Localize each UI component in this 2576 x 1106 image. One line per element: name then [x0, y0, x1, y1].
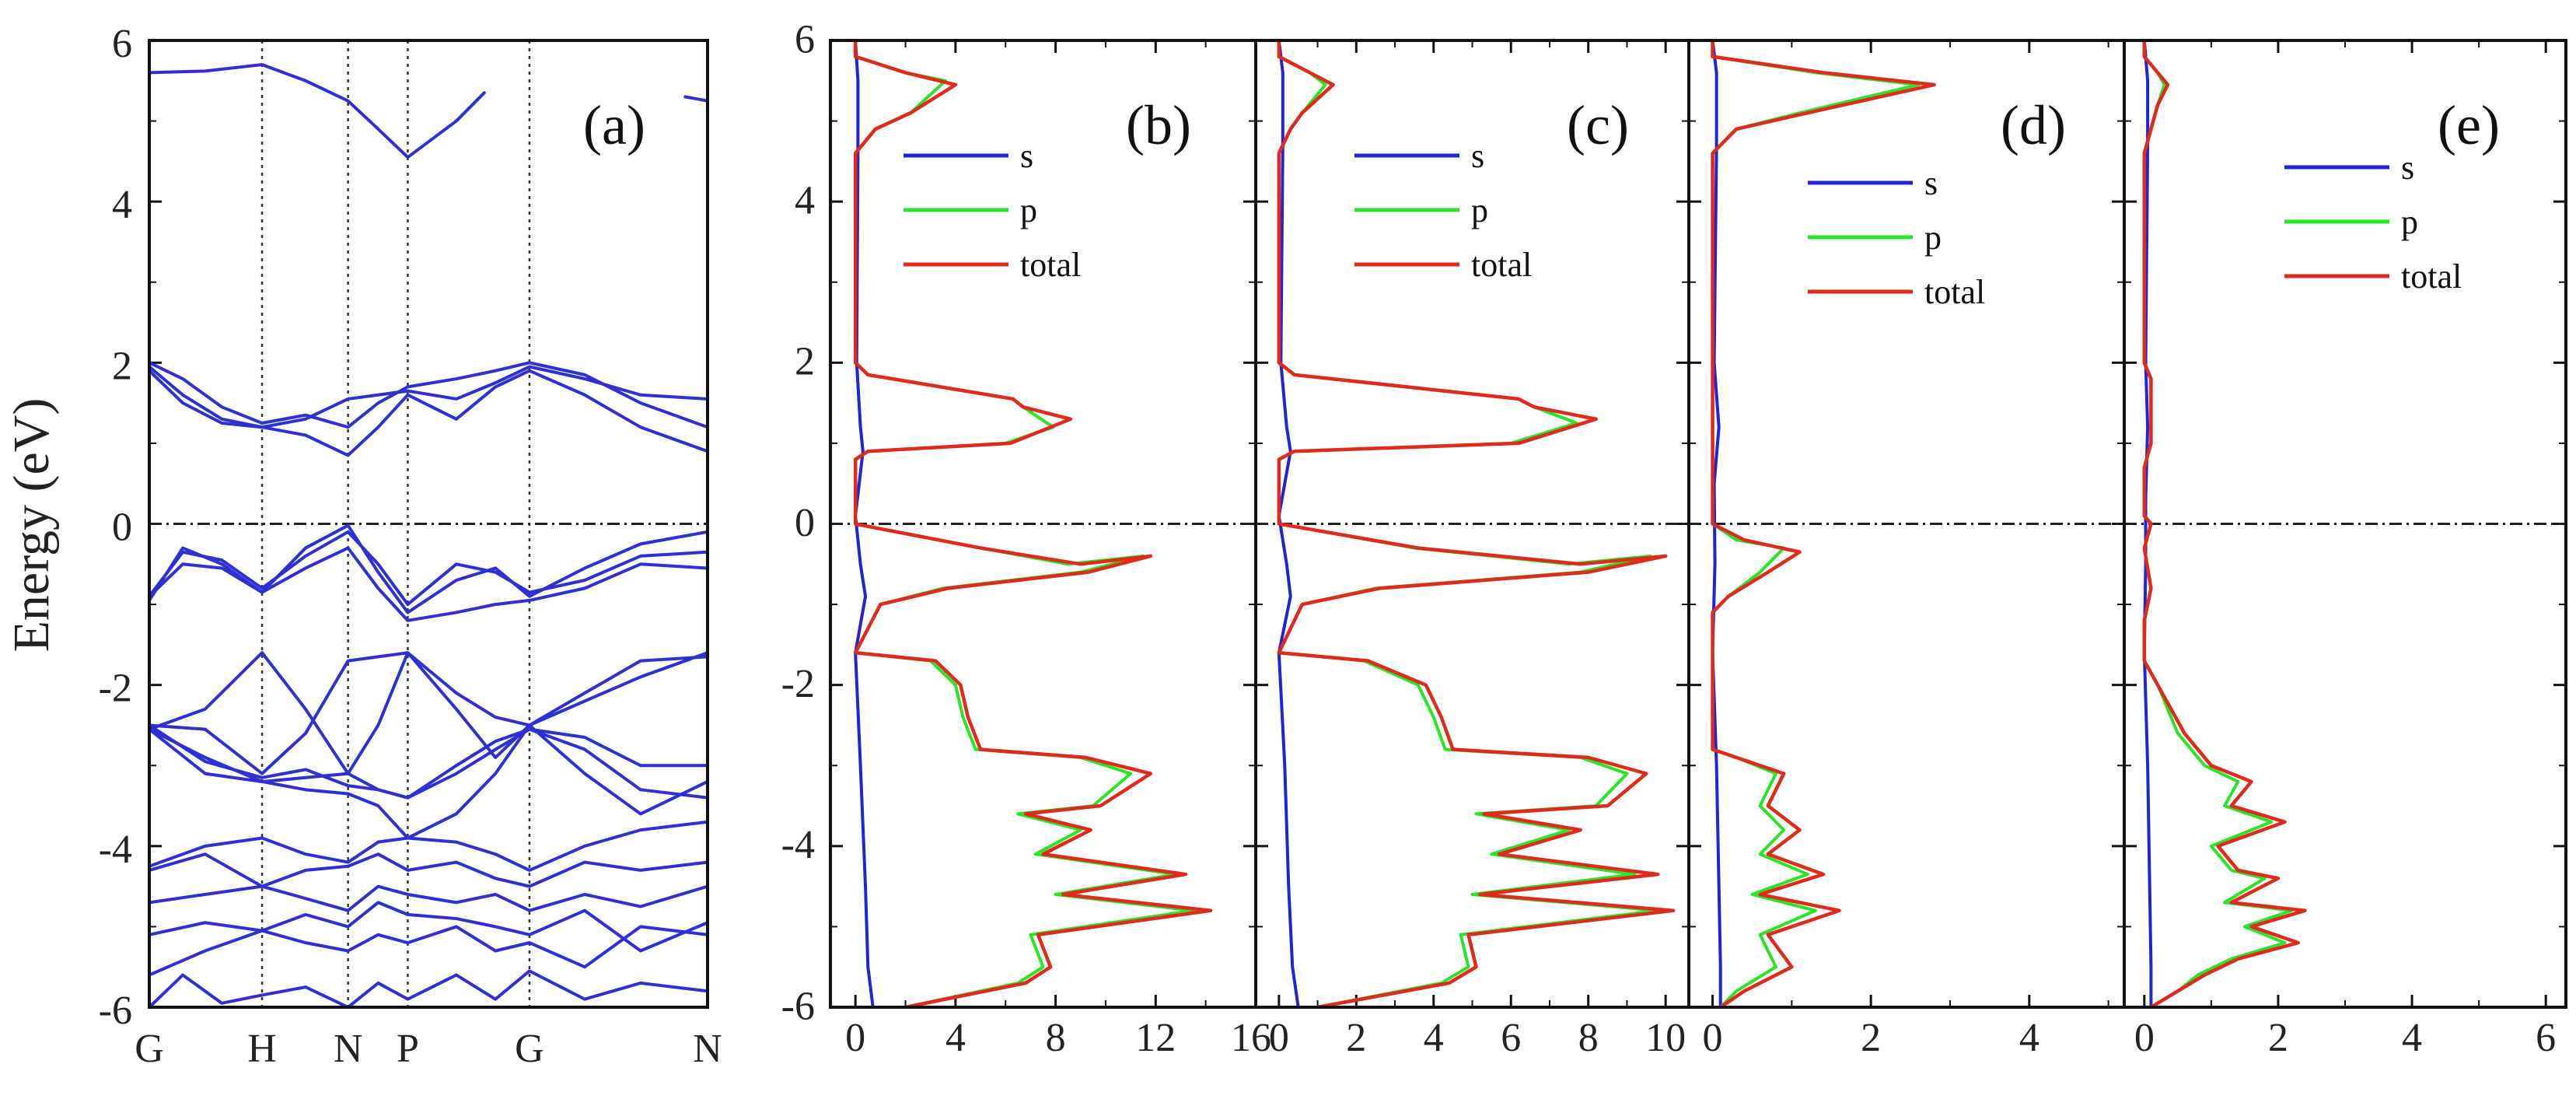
band-line-band-17	[149, 361, 708, 429]
band-line-band-4	[149, 884, 708, 912]
y-tick-label: -2	[99, 667, 132, 711]
x-tick-label: 2	[1346, 1016, 1366, 1060]
panel-dos-b: -6 -4 -2 0 2 4 6 0 4 8 12 16 (b) sp total	[781, 17, 1271, 1060]
panel-frame	[2123, 39, 2567, 1009]
panel-label: (a)	[583, 94, 645, 156]
legend-label-s: s	[1924, 164, 1938, 202]
y-tick-label: 2	[795, 340, 815, 384]
band-line-band-18	[149, 63, 486, 159]
series-group	[2142, 40, 2307, 1007]
x-tick-label: 16	[1231, 1016, 1271, 1060]
band-line-band-12	[149, 523, 708, 614]
kpoint-label: P	[397, 1027, 419, 1071]
band-line-band-13	[149, 530, 708, 607]
dos-line-total	[853, 40, 1213, 1007]
series-group	[149, 63, 708, 1007]
y-tick-label: -6	[781, 984, 815, 1028]
legend-label-total: total	[1924, 273, 1985, 311]
y-tick-label: -4	[99, 828, 132, 872]
x-tick-label: 6	[2536, 1016, 2556, 1060]
series-group	[1711, 40, 1936, 1007]
band-line-band-7	[149, 723, 708, 840]
legend-label-total: total	[1020, 246, 1081, 284]
x-tick-label: 4	[2402, 1016, 2422, 1060]
y-tick-label: 0	[112, 506, 132, 550]
kpoint-label: N	[693, 1027, 722, 1071]
band-line-band-5	[149, 852, 708, 888]
x-tick-label: 8	[1046, 1016, 1066, 1060]
x-tick-label: 2	[2268, 1016, 2288, 1060]
kpoint-label: G	[135, 1027, 164, 1071]
series-group	[1277, 40, 1676, 1007]
y-tick-label: -2	[781, 662, 815, 706]
panel-label: (c)	[1567, 94, 1629, 156]
panel-frame	[148, 39, 709, 1009]
x-tick-label: 4	[1424, 1016, 1444, 1060]
y-tick-label: 0	[795, 501, 815, 545]
x-tick-label: 0	[845, 1016, 865, 1060]
y-tick-label: 2	[112, 344, 132, 388]
y-tick-label: 4	[112, 183, 132, 227]
band-line-band-2	[149, 925, 708, 977]
panel-dos-e: 0 2 4 6 (e) sp total	[2123, 39, 2567, 1060]
legend-label-p: p	[1020, 191, 1037, 229]
y-tick-label: 4	[795, 179, 815, 223]
x-tick-label: 0	[1269, 1016, 1289, 1060]
band-line-band-15	[149, 365, 708, 429]
x-tick-label: 4	[2019, 1016, 2039, 1060]
legend-label-p: p	[1924, 219, 1942, 257]
legend-label-p: p	[1471, 191, 1488, 229]
dos-line-total	[1277, 40, 1676, 1007]
y-tick-label: -6	[99, 989, 132, 1033]
band-line-band-11	[149, 651, 708, 775]
x-tick-label: 4	[945, 1016, 966, 1060]
band-line-band-16	[149, 369, 708, 457]
kpoint-label: N	[334, 1027, 363, 1071]
panel-label: (d)	[2001, 94, 2066, 156]
panel-dos-c: 0 2 4 6 8 10 (c) sp total	[1254, 39, 1690, 1060]
legend-label-total: total	[2401, 257, 2462, 296]
series-group	[853, 40, 1213, 1007]
x-tick-label: 12	[1135, 1016, 1176, 1060]
band-line-band-1	[149, 969, 708, 1007]
y-tick-label: 6	[112, 22, 132, 66]
dos-line-total	[2142, 40, 2307, 1007]
x-tick-label: 2	[1861, 1016, 1881, 1060]
band-line-band-8	[149, 723, 708, 800]
legend-label-s: s	[1471, 137, 1484, 175]
dos-line-s	[854, 40, 875, 1007]
x-tick-label: 10	[1645, 1016, 1686, 1060]
kpoint-label: H	[247, 1027, 277, 1071]
x-tick-label: 8	[1578, 1016, 1599, 1060]
band-line-band-14	[149, 546, 708, 622]
legend-label-s: s	[2401, 149, 2414, 187]
dos-line-s	[2142, 40, 2153, 1007]
panel-label: (b)	[1126, 94, 1191, 156]
kpoint-label: G	[515, 1027, 544, 1071]
panel-label: (e)	[2438, 94, 2500, 156]
x-tick-label: 6	[1501, 1016, 1521, 1060]
x-tick-label: 0	[1703, 1016, 1723, 1060]
legend-label-total: total	[1471, 246, 1532, 284]
panel-frame	[829, 39, 1257, 1009]
legend-label-s: s	[1020, 137, 1033, 175]
dos-line-total	[1711, 40, 1936, 1007]
y-tick-label: -4	[781, 823, 815, 867]
band-line-band-3	[149, 901, 708, 953]
y-axis-label: Energy (eV)	[3, 398, 60, 653]
y-tick-label: 6	[795, 17, 815, 61]
band-line-band-9	[149, 727, 708, 800]
band-line-band-19	[683, 95, 708, 103]
x-tick-label: 0	[2134, 1016, 2155, 1060]
legend-label-p: p	[2401, 203, 2418, 241]
dos-line-s	[1277, 40, 1300, 1007]
panel-dos-d: 0 2 4 (d) sp total	[1687, 39, 2126, 1060]
